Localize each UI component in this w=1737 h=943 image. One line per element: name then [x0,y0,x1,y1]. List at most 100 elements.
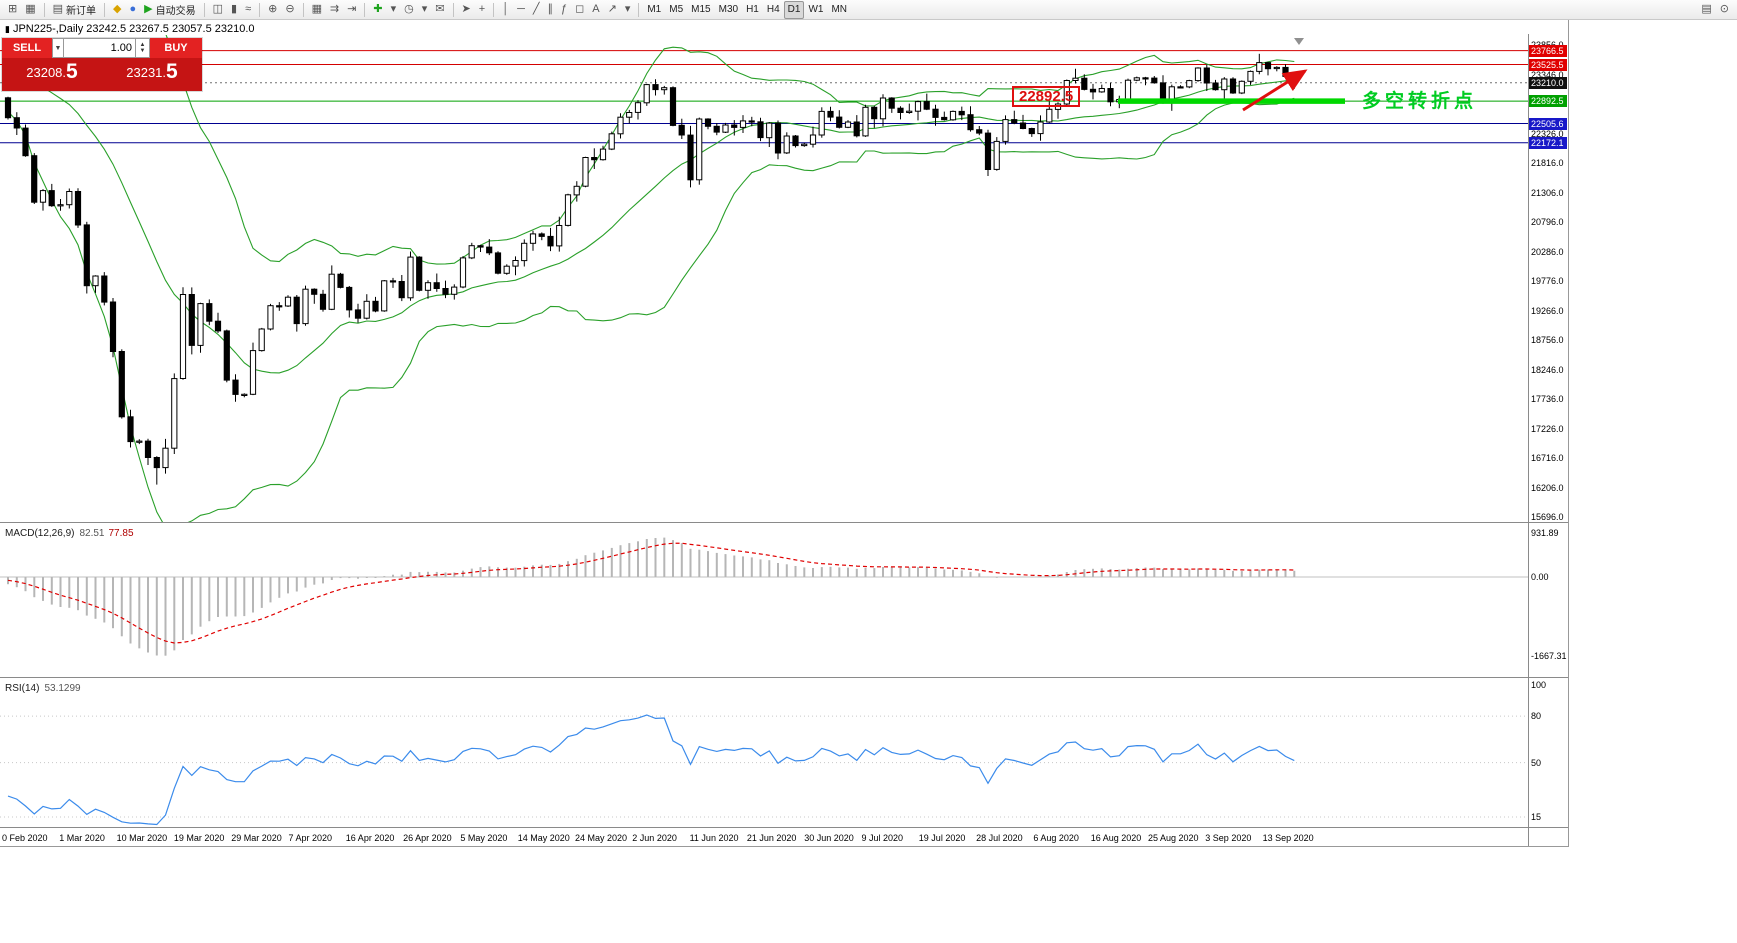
search-button[interactable]: ⊙ [1716,1,1733,19]
tf-h1-button[interactable]: H1 [742,1,763,19]
tf-w1-button[interactable]: W1 [804,1,827,19]
chart-shift-button[interactable]: ⇥ [343,1,360,19]
tf-m5-button-label: M5 [669,4,684,15]
new-chart-button[interactable]: ⊞ [4,1,21,19]
tf-m30-button[interactable]: M30 [715,1,742,19]
main-chart[interactable] [0,35,1568,522]
tf-h4-button[interactable]: H4 [763,1,784,19]
macd-axis-label: 931.89 [1531,528,1559,538]
trendline-button[interactable]: ╱ [529,1,544,19]
auto-scroll-icon: ⇉ [329,3,340,15]
chart-shift-marker[interactable] [1294,38,1304,45]
candlestick-chart-button[interactable]: ▮ [227,1,241,19]
up-arrow[interactable] [1242,69,1308,112]
indicators-button[interactable]: ✚ [369,1,386,19]
toolbar-separator [104,2,106,17]
macd-signal-line [7,542,1295,644]
new-chart-icon: ⊞ [8,3,18,15]
rsi-axis-label: 100 [1531,680,1547,690]
tf-m15-button[interactable]: M15 [687,1,714,19]
objects-dropdown[interactable]: ▾ [621,1,635,19]
new-order-button[interactable]: ▤ 新订单 [49,1,100,19]
fibonacci-button[interactable]: ƒ [557,1,571,19]
options-button[interactable]: ● [126,1,141,19]
grid-price-label: 15696.0 [1531,512,1564,523]
date-label: 11 Jun 2020 [689,833,739,843]
periods-dropdown[interactable]: ▾ [418,1,432,19]
lot-down-button[interactable]: ▼ [139,48,146,54]
mail-button[interactable]: ✉ [431,1,448,19]
periods-icon: ◷ [404,3,414,15]
ohlc-text: JPN225-,Daily 23242.5 23267.5 23057.5 23… [12,23,255,35]
tile-windows-icon: ▦ [311,3,322,15]
date-label: 29 Mar 2020 [231,833,282,843]
cursor-button[interactable]: ➤ [458,1,475,19]
time-axis[interactable]: 0 Feb 2020 1 Mar 2020 10 Mar 2020 19 Mar 20… [0,830,1528,846]
arrows-button[interactable]: ↗ [604,1,621,19]
periods-button[interactable]: ◷ [400,1,418,19]
date-label: 13 Sep 2020 [1262,833,1314,843]
panel-separator[interactable] [0,827,1568,828]
autotrading-button-label: 自动交易 [155,6,196,17]
pivot-annotation-text[interactable]: 多空转折点 [1362,91,1478,112]
buy-button[interactable]: BUY [150,38,202,58]
channel-icon: ∥ [547,3,553,15]
candlestick-icon: ▮ [5,24,10,34]
zoom-in-button[interactable]: ⊕ [264,1,281,19]
grid-price-label: 17226.0 [1531,423,1564,434]
tf-d1-button[interactable]: D1 [783,0,805,19]
tf-h4-button-label: H4 [766,4,780,15]
tile-windows-button[interactable]: ▦ [308,1,326,19]
metaeditor-button[interactable]: ◆ [109,1,125,19]
bar-chart-button[interactable]: ◫ [209,1,227,19]
indicators-dropdown[interactable]: ▾ [387,1,401,19]
sell-price[interactable]: 23208. 5 [26,60,78,83]
candlestick-chart-icon: ▮ [231,3,238,15]
lot-stepper[interactable]: ▲ ▼ [136,38,150,58]
profiles-button[interactable]: ▦ [21,1,39,19]
zoom-out-button[interactable]: ⊖ [281,1,298,19]
panel-separator[interactable] [0,677,1568,678]
lot-size-input[interactable] [64,38,136,58]
zoom-out-icon: ⊖ [285,3,295,15]
vertical-line-button[interactable]: │ [498,1,513,19]
chart-ohlc-readout: ▮ JPN225-,Daily 23242.5 23267.5 23057.5 2… [5,23,255,35]
tf-mn-button[interactable]: MN [827,1,851,19]
crosshair-button[interactable]: + [475,1,489,19]
line-chart-button[interactable]: ≈ [241,1,255,19]
horizontal-line-button[interactable]: ─ [513,1,529,19]
buy-price[interactable]: 23231. 5 [126,60,178,83]
toolbar-group: ▤ 新订单 [49,1,100,19]
panel-separator[interactable] [0,522,1568,523]
profiles-icon: ▦ [25,3,36,15]
vertical-line-icon: │ [502,3,510,15]
date-label: 9 Jul 2020 [861,833,904,843]
shapes-button[interactable]: ◻ [571,1,588,19]
rsi-panel[interactable] [0,681,1568,827]
autotrading-button[interactable]: ▶ 自动交易 [140,1,199,19]
tf-m5-button[interactable]: M5 [665,1,687,19]
cursor-icon: ➤ [461,3,471,15]
grid-price-label: 21816.0 [1531,158,1564,169]
lot-up-button[interactable]: ▲ [139,42,146,48]
channel-button[interactable]: ∥ [543,1,557,19]
objects-dropdown-icon: ▾ [624,3,631,15]
date-label: 30 Jun 2020 [804,833,854,843]
new-order-button-label: 新订单 [66,6,97,17]
one-click-trading-panel: SELL ▼ ▲ ▼ BUY 23208.5 23231.5 [2,38,202,91]
toolbar-group: ✚ ▾ ◷ ▾ ✉ [369,1,448,19]
auto-scroll-button[interactable]: ⇉ [326,1,343,19]
toolbar-group: ➤ + [458,1,490,19]
lot-dropdown-button[interactable]: ▼ [52,38,64,58]
price-annotation-box[interactable]: 22892.5 [1012,86,1081,107]
grid-price-label: 20286.0 [1531,246,1564,257]
text-button[interactable]: A [588,1,603,19]
fibonacci-icon: ƒ [560,3,568,15]
date-label: 19 Mar 2020 [173,833,225,843]
macd-panel[interactable] [0,526,1568,676]
sell-button[interactable]: SELL [2,38,52,58]
tf-m1-button[interactable]: M1 [643,1,665,19]
bar-chart-icon: ◫ [212,3,224,15]
date-label: 2 Jun 2020 [632,833,677,843]
print-button[interactable]: ▤ [1697,1,1715,19]
